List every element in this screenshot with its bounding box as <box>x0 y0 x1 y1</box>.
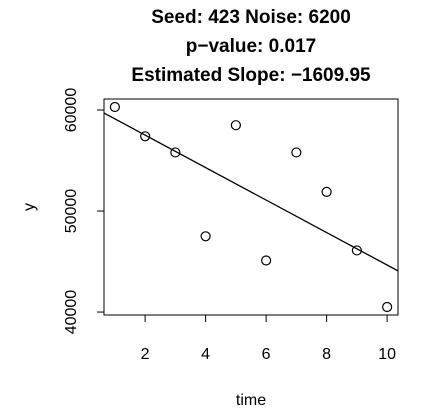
point <box>109 101 120 113</box>
point <box>200 231 211 242</box>
y-tick-label: 60000 <box>63 88 80 133</box>
plot-frame <box>103 98 399 316</box>
x-tick-label: 4 <box>201 346 210 363</box>
point <box>382 301 393 313</box>
point <box>351 245 362 256</box>
y-axis-label: y <box>21 203 38 211</box>
fit-line <box>103 112 399 272</box>
point <box>321 186 332 197</box>
chart-subtitle: p−value: 0.017 <box>186 36 316 57</box>
point <box>291 147 302 158</box>
y-tick-label: 50000 <box>63 189 80 234</box>
x-tick-label: 10 <box>378 346 396 363</box>
x-axis-label: time <box>236 392 266 409</box>
x-tick-label: 6 <box>262 346 271 363</box>
x-tick-label: 8 <box>322 346 331 363</box>
y-tick-label: 40000 <box>63 290 80 335</box>
point <box>261 255 272 266</box>
point <box>170 147 181 158</box>
point <box>140 131 151 142</box>
x-tick-label: 2 <box>141 346 150 363</box>
chart-subtitle: Estimated Slope: −1609.95 <box>131 65 371 86</box>
point <box>230 120 241 131</box>
chart-title: Seed: 423 Noise: 6200 <box>151 7 351 28</box>
